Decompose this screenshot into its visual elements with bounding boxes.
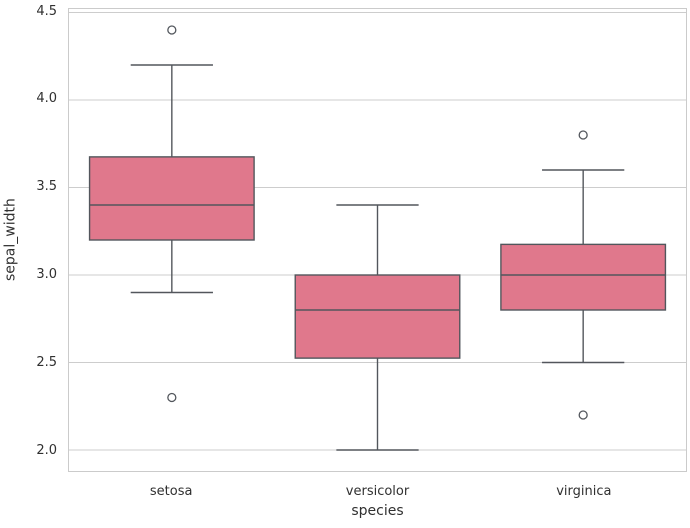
outlier-point-setosa-4.4	[167, 25, 177, 35]
y-tick-label-2.0: 2.0	[36, 442, 57, 458]
y-tick-label-2.5: 2.5	[36, 355, 57, 371]
box-versicolor	[294, 274, 461, 359]
outlier-point-virginica-2.2	[578, 410, 588, 420]
y-tick-label-4.5: 4.5	[36, 3, 57, 19]
x-tick-label-versicolor: versicolor	[345, 484, 410, 499]
boxplot-svg	[69, 11, 686, 451]
x-axis-label: species	[351, 503, 404, 519]
y-tick-label-3.0: 3.0	[36, 267, 57, 283]
y-tick-label-3.5: 3.5	[36, 179, 57, 195]
y-tick-label-4.0: 4.0	[36, 91, 57, 107]
box-setosa	[88, 156, 255, 241]
x-tick-label-setosa: setosa	[149, 484, 193, 499]
box-virginica	[500, 243, 667, 311]
y-axis-label: sepal_width	[2, 198, 19, 282]
outlier-point-virginica-3.8	[578, 130, 588, 140]
plot-area	[68, 8, 687, 472]
outlier-point-setosa-2.3	[167, 392, 177, 403]
x-tick-label-virginica: virginica	[556, 484, 612, 499]
